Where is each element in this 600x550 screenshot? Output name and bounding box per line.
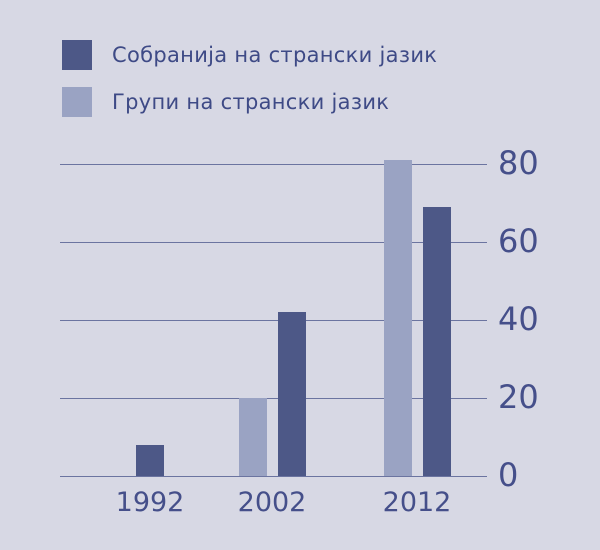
legend-item-grupi: Групи на странски јазик [62,87,437,117]
legend: Собранија на странски јазик Групи на стр… [62,40,437,134]
gridline-60 [60,241,487,243]
bar-2002-grupi [238,398,267,476]
x-axis-label-2012: 2012 [382,487,452,518]
legend-swatch-light [62,87,92,117]
y-axis-label-0: 0 [498,456,519,495]
legend-swatch-dark [62,40,92,70]
x-axis-label-1992: 1992 [115,487,185,518]
y-axis-label-80: 80 [498,144,539,183]
legend-item-sobranija: Собранија на странски јазик [62,40,437,70]
x-axis-label-2002: 2002 [237,487,307,518]
bar-2012-grupi [383,160,412,476]
gridline-80 [60,163,487,165]
gridline-20 [60,397,487,399]
bar-2002-sobranija [277,312,306,476]
legend-label-sobranija: Собранија на странски јазик [112,43,438,67]
bar-1992-sobranija [136,444,164,476]
gridline-0 [60,475,487,477]
y-axis-label-40: 40 [498,300,539,339]
gridline-40 [60,319,487,321]
y-axis-label-20: 20 [498,378,539,417]
y-axis-label-60: 60 [498,222,539,261]
legend-label-grupi: Групи на странски јазик [112,90,390,114]
bar-2012-sobranija [422,206,451,476]
